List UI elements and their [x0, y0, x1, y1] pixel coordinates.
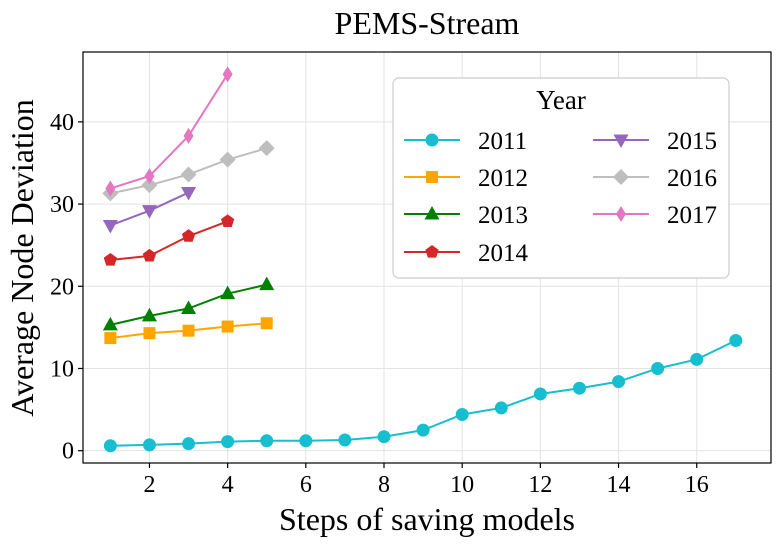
data-point-2013: [141, 307, 157, 322]
legend-marker-2016: [613, 169, 629, 185]
plot-frame: [82, 51, 772, 464]
y-tick-label: 0: [62, 439, 74, 465]
legend-marker-2011: [425, 133, 439, 147]
series-2012: [104, 317, 273, 345]
legend-label: 2017: [667, 202, 717, 229]
data-point-2011: [533, 387, 547, 401]
data-point-2011: [221, 435, 235, 449]
data-point-2017: [183, 127, 194, 144]
data-point-2011: [299, 434, 313, 448]
legend-marker-2017: [616, 206, 626, 222]
data-point-2017: [222, 66, 233, 83]
data-point-2011: [103, 439, 117, 453]
data-point-2013: [259, 276, 275, 291]
data-point-2011: [377, 430, 391, 444]
legend-item-2017: 2017: [593, 202, 717, 229]
plot-series: [102, 66, 743, 453]
y-tick-label: 30: [50, 192, 74, 218]
data-point-2016: [141, 177, 158, 194]
y-tick-label: 40: [50, 110, 74, 136]
y-tick-label: 20: [50, 274, 74, 300]
legend-marker-2012: [426, 171, 438, 183]
data-point-2016: [180, 166, 197, 183]
data-point-2011: [142, 438, 156, 452]
series-2015: [102, 187, 197, 234]
legend-label: 2016: [667, 165, 717, 192]
data-point-2016: [258, 140, 275, 157]
legend-item-2013: 2013: [404, 202, 528, 229]
legend-item-2015: 2015: [593, 128, 717, 155]
series-line-2014: [110, 220, 228, 261]
legend-item-2016: 2016: [593, 165, 717, 192]
legend-marker-2014: [425, 245, 439, 258]
legend-marker-2013: [424, 206, 440, 220]
chart-title: PEMS-Stream: [335, 5, 520, 41]
data-point-2017: [144, 168, 155, 185]
data-point-2013: [102, 316, 118, 331]
data-point-2014: [142, 248, 157, 262]
data-point-2011: [338, 433, 352, 447]
data-point-2011: [651, 361, 665, 375]
data-point-2011: [690, 352, 704, 366]
data-point-2015: [141, 205, 157, 219]
data-point-2012: [104, 332, 117, 345]
data-point-2011: [572, 381, 586, 395]
legend-item-2014: 2014: [404, 240, 529, 267]
data-point-2011: [260, 434, 274, 448]
data-point-2015: [102, 219, 118, 234]
x-tick-label: 6: [300, 472, 312, 498]
data-point-2012: [260, 317, 273, 330]
data-point-2011: [612, 375, 626, 389]
data-point-2011: [182, 437, 196, 451]
legend-label: 2011: [478, 128, 527, 155]
data-point-2011: [416, 423, 430, 437]
series-2011: [103, 334, 743, 453]
legend-label: 2012: [478, 165, 528, 192]
series-line-2017: [110, 73, 229, 190]
data-point-2011: [494, 401, 508, 415]
x-tick-label: 12: [528, 472, 552, 498]
legend-title: Year: [536, 85, 586, 115]
series-2013: [102, 276, 275, 331]
series-2017: [105, 66, 233, 197]
data-point-2012: [143, 327, 156, 340]
data-point-2014: [181, 229, 196, 242]
data-point-2012: [221, 320, 234, 333]
data-point-2011: [729, 334, 743, 348]
legend-item-2011: 2011: [404, 128, 527, 155]
data-point-2017: [105, 180, 116, 197]
x-axis-label: Steps of saving models: [279, 501, 575, 537]
legend-label: 2014: [478, 240, 529, 267]
x-tick-label: 8: [378, 472, 390, 498]
data-point-2013: [220, 285, 236, 300]
data-point-2014: [220, 214, 235, 227]
x-tick-label: 10: [450, 472, 474, 498]
legend-box: [392, 77, 730, 279]
legend-marker-2015: [613, 134, 629, 148]
legend: Year 2011 2012 2013 2014 2015 2016 2017: [392, 77, 730, 279]
x-tick-label: 16: [685, 472, 709, 498]
legend-label: 2013: [478, 202, 528, 229]
series-2014: [103, 214, 235, 266]
y-axis-label: Average Node Deviation: [4, 99, 40, 417]
data-point-2015: [181, 187, 197, 201]
data-point-2014: [103, 252, 118, 266]
x-tick-label: 2: [143, 472, 155, 498]
data-point-2012: [182, 324, 195, 337]
y-tick-label: 10: [50, 356, 74, 382]
data-point-2011: [455, 408, 469, 422]
axis-ticks: 2 4 6 8 10 12 14 16 0 10 20 30 40: [50, 110, 709, 498]
data-point-2016: [219, 151, 236, 168]
data-point-2013: [181, 300, 197, 314]
x-tick-label: 14: [607, 472, 631, 498]
legend-label: 2015: [667, 128, 717, 155]
x-tick-label: 4: [222, 472, 234, 498]
legend-item-2012: 2012: [404, 165, 528, 192]
